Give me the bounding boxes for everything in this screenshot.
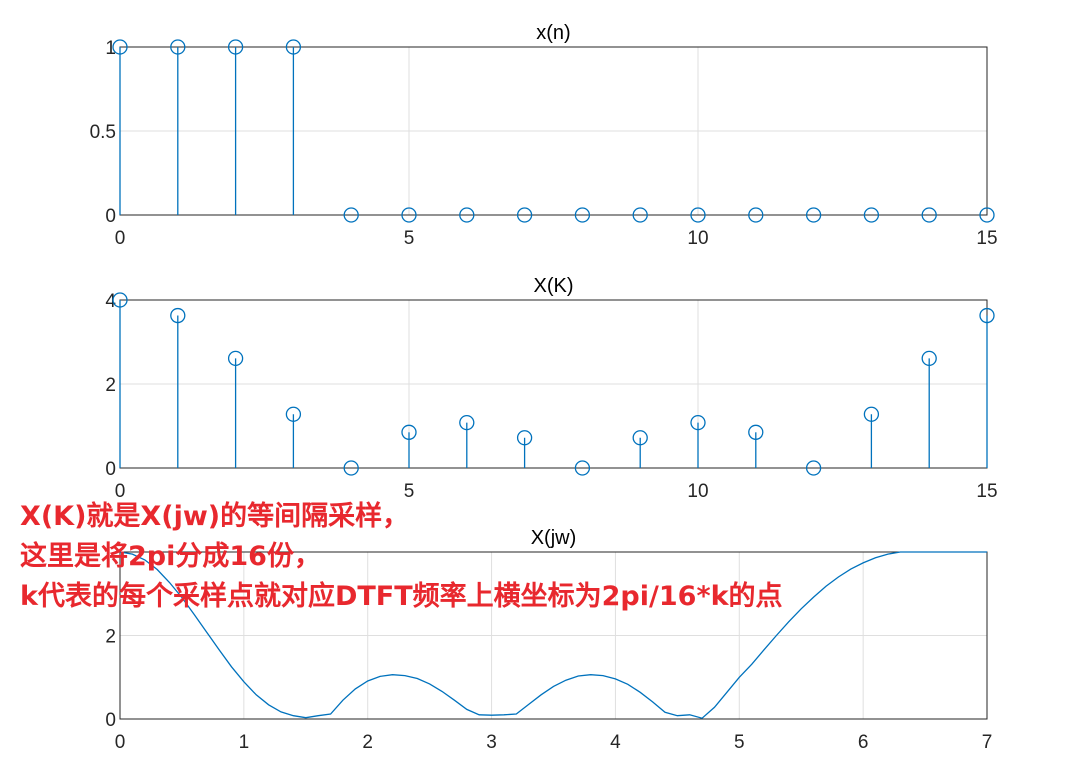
- x-tick-label: 3: [486, 732, 497, 753]
- x-tick-label: 5: [734, 732, 745, 753]
- stem-marker: [343, 460, 359, 476]
- x-tick-label: 0: [115, 481, 126, 502]
- x-tick-label: 5: [404, 228, 415, 249]
- x-tick-label: 10: [687, 228, 708, 249]
- stem-marker: [748, 207, 764, 223]
- y-tick-label: 2: [105, 375, 116, 396]
- y-tick-label: 2: [105, 627, 116, 648]
- stem-marker: [921, 207, 937, 223]
- y-tick-label: 0.5: [90, 122, 116, 143]
- subplot-xn: 0 5 10 15 0 0.5 1 x(n): [90, 22, 998, 249]
- stem-marker: [921, 350, 937, 367]
- stem-marker: [227, 350, 244, 367]
- plot-title: X(K): [534, 275, 574, 297]
- stem-marker: [285, 406, 302, 422]
- stem-marker: [690, 414, 706, 431]
- annotation-line-2: 这里是将2pi分成16份，: [20, 541, 321, 572]
- stem-marker: [979, 307, 995, 324]
- plot-title: X(jw): [531, 527, 577, 549]
- stem-marker: [805, 460, 822, 476]
- annotation-line-1: X(K)就是X(jw)的等间隔采样，: [20, 501, 410, 532]
- stem-marker: [632, 430, 648, 446]
- x-tick-label: 7: [982, 732, 993, 753]
- stem-marker: [170, 39, 186, 55]
- stem-marker: [748, 424, 764, 440]
- x-tick-label: 10: [687, 481, 708, 502]
- x-tick-label: 6: [858, 732, 869, 753]
- plot-title: x(n): [536, 22, 570, 44]
- stem-marker: [979, 207, 995, 223]
- x-tick-label: 15: [976, 228, 997, 249]
- y-tick-label: 0: [105, 710, 116, 731]
- stem-marker: [401, 207, 417, 223]
- axes-box: [119, 551, 988, 720]
- stem-marker: [170, 307, 186, 324]
- stem-marker: [516, 430, 533, 446]
- annotation-line-3: k代表的每个采样点就对应DTFT频率上横坐标为2pi/16*k的点: [20, 581, 783, 612]
- stem-marker: [574, 207, 591, 223]
- stem-marker: [343, 207, 359, 223]
- x-tick-label: 1: [239, 732, 250, 753]
- x-tick-label: 15: [976, 481, 997, 502]
- stem-marker: [632, 207, 648, 223]
- stem-marker: [459, 414, 475, 431]
- stem-marker: [574, 460, 591, 476]
- stem-marker: [112, 39, 128, 55]
- stem-marker: [227, 39, 244, 55]
- stem-marker: [112, 292, 128, 308]
- stem-marker: [401, 424, 417, 440]
- y-tick-label: 0: [105, 206, 116, 227]
- stem-marker: [285, 39, 302, 55]
- stem-marker: [459, 207, 475, 223]
- y-tick-label: 1: [105, 38, 116, 59]
- stem-marker: [863, 406, 880, 422]
- subplot-xk: 0 5 10 15 0 2 4 X(K): [105, 275, 997, 502]
- x-tick-label: 0: [115, 228, 126, 249]
- stem-marker: [863, 207, 880, 223]
- subplot-xjw: 0 1 2 3 4 5 6 7 0 2 X(jw): [105, 527, 992, 753]
- y-tick-label: 0: [105, 459, 116, 480]
- x-tick-label: 2: [362, 732, 373, 753]
- x-tick-label: 4: [610, 732, 621, 753]
- stem-marker: [516, 207, 533, 223]
- annotation-text: X(K)就是X(jw)的等间隔采样， 这里是将2pi分成16份， k代表的每个采…: [20, 497, 783, 617]
- x-tick-label: 0: [115, 732, 126, 753]
- stem-marker: [690, 207, 706, 223]
- x-tick-label: 5: [404, 481, 415, 502]
- y-tick-label: 4: [105, 291, 116, 312]
- series-line: [120, 551, 987, 719]
- stem-marker: [805, 207, 822, 223]
